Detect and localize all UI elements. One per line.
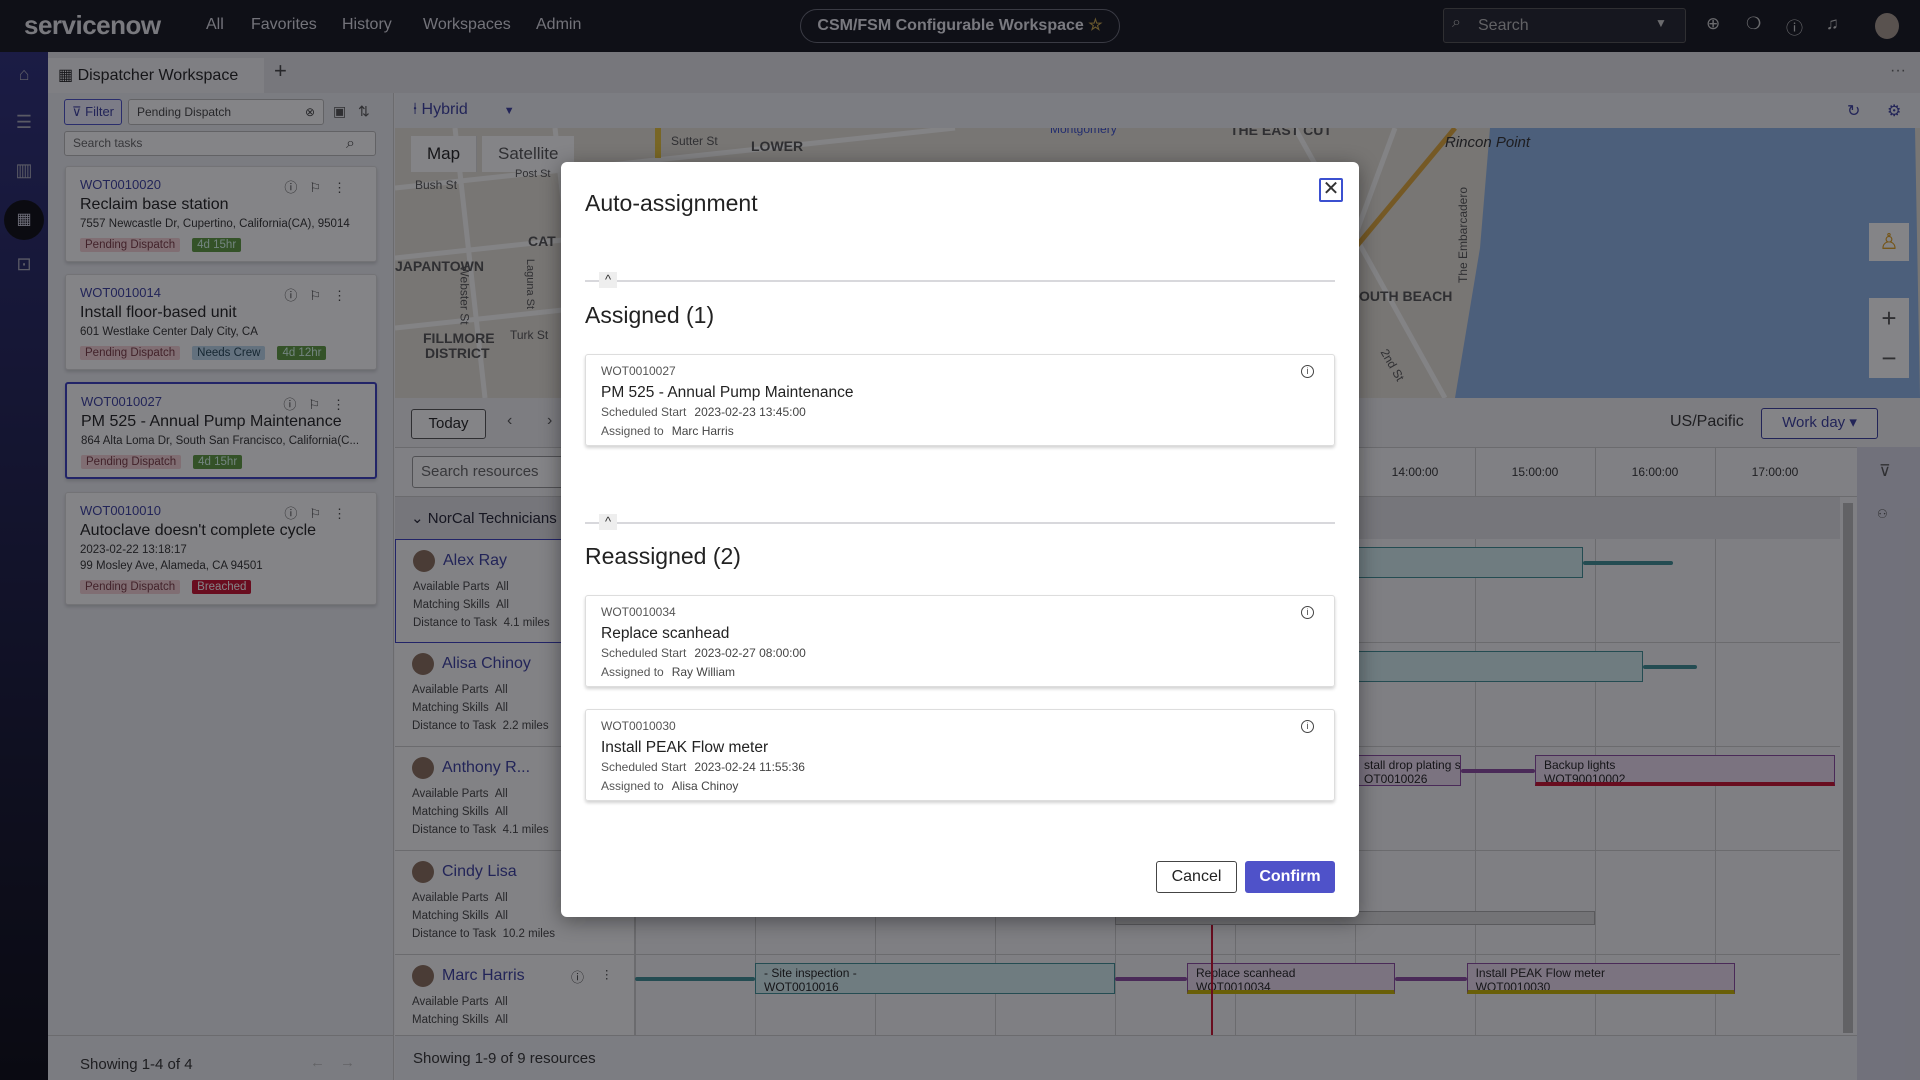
work-order-title: PM 525 - Annual Pump Maintenance [601,384,854,401]
close-button[interactable]: ✕ [1319,178,1343,202]
assignment-card[interactable]: WOT0010027 i PM 525 - Annual Pump Mainten… [585,354,1335,446]
info-icon[interactable]: i [1301,720,1314,733]
collapse-assigned-icon[interactable]: ^ [599,272,617,288]
assigned-to: Marc Harris [671,424,734,438]
assigned-to: Alisa Chinoy [671,779,739,793]
reassigned-heading: Reassigned (2) [585,543,741,569]
info-icon[interactable]: i [1301,365,1314,378]
work-order-title: Install PEAK Flow meter [601,739,769,756]
field-label: Assigned to [601,424,664,438]
scheduled-start: 2023-02-27 08:00:00 [694,646,806,660]
auto-assignment-dialog: Auto-assignment ✕ ^ Assigned (1) WOT0010… [561,162,1359,917]
work-order-number: WOT0010027 [601,364,676,378]
info-icon[interactable]: i [1301,606,1314,619]
collapse-reassigned-icon[interactable]: ^ [599,514,617,530]
divider [585,280,1335,282]
field-label: Scheduled Start [601,405,687,419]
dialog-title: Auto-assignment [585,190,758,216]
divider [585,522,1335,524]
field-label: Assigned to [601,665,664,679]
field-label: Assigned to [601,779,664,793]
work-order-number: WOT0010034 [601,605,676,619]
scheduled-start: 2023-02-23 13:45:00 [694,405,806,419]
assignment-card[interactable]: WOT0010030 i Install PEAK Flow meter Sche… [585,709,1335,801]
field-label: Scheduled Start [601,760,687,774]
scheduled-start: 2023-02-24 11:55:36 [694,760,805,774]
assignment-card[interactable]: WOT0010034 i Replace scanhead Scheduled S… [585,595,1335,687]
assigned-to: Ray William [671,665,736,679]
cancel-button[interactable]: Cancel [1156,861,1237,893]
assigned-heading: Assigned (1) [585,302,715,328]
field-label: Scheduled Start [601,646,687,660]
confirm-button[interactable]: Confirm [1245,861,1335,893]
work-order-title: Replace scanhead [601,625,730,642]
work-order-number: WOT0010030 [601,719,676,733]
